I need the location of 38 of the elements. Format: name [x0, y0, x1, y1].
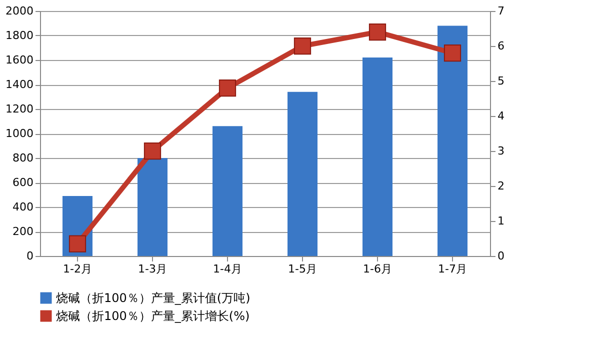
point: [144, 142, 162, 160]
y-tick-label: 0: [26, 250, 34, 262]
y2-tick-label: 6: [498, 40, 504, 52]
y-tick-label: 1000: [6, 127, 34, 140]
point: [368, 23, 386, 41]
x-tick-label: 1-2月: [63, 262, 92, 276]
point: [294, 37, 312, 55]
bar: [288, 92, 318, 256]
y2-tick-label: 0: [498, 250, 504, 262]
y2-tick-label: 5: [498, 74, 504, 88]
legend-label: 烧碱（折100％）产量_累计增长(%): [56, 309, 250, 323]
y-tick-label: 1200: [6, 102, 34, 116]
x-tick-label: 1-7月: [438, 262, 467, 276]
y2-tick-label: 3: [498, 144, 504, 158]
y-tick-label: 1800: [6, 29, 34, 42]
y2-tick-label: 2: [498, 180, 504, 192]
y-tick-label: 1600: [6, 54, 34, 66]
point: [444, 44, 462, 62]
x-tick-label: 1-6月: [363, 262, 392, 276]
y-tick-label: 400: [12, 200, 34, 214]
x-tick-label: 1-5月: [288, 262, 317, 276]
y2-tick-label: 1: [498, 214, 504, 228]
x-tick-label: 1-3月: [138, 262, 167, 276]
point: [218, 79, 236, 97]
bar: [212, 126, 242, 256]
y2-tick-label: 7: [498, 4, 504, 18]
y-tick-label: 600: [12, 176, 34, 189]
legend-label: 烧碱（折100％）产量_累计值(万吨): [56, 291, 250, 305]
y-tick-label: 1400: [6, 78, 34, 91]
bar: [138, 158, 168, 256]
x-tick-label: 1-4月: [213, 262, 242, 276]
bar: [438, 26, 468, 256]
bar: [362, 58, 392, 256]
y-tick-label: 2000: [6, 4, 34, 18]
y2-tick-label: 4: [498, 110, 504, 122]
y-tick-label: 200: [12, 225, 34, 238]
point: [68, 235, 86, 252]
y-tick-label: 800: [12, 152, 34, 164]
